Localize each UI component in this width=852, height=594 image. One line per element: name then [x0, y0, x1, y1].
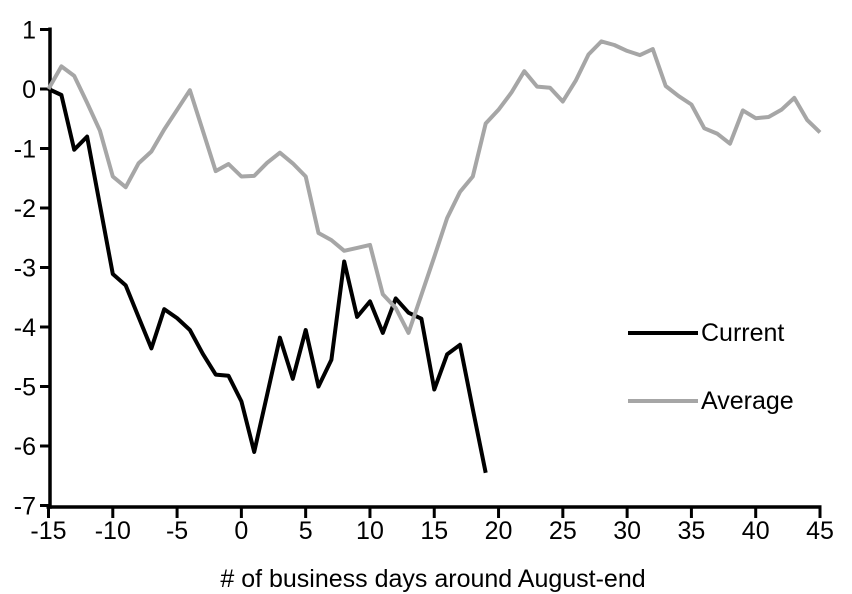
- legend-label-current: Current: [701, 318, 785, 347]
- x-axis-tick-label: 45: [806, 517, 834, 545]
- series-line-current: [47, 87, 488, 474]
- ticks-group: [40, 28, 822, 518]
- x-axis-tick-label: 10: [356, 517, 384, 545]
- y-axis-tick-label: -5: [14, 374, 36, 402]
- y-axis-tick-label: -2: [14, 195, 36, 223]
- x-axis-title: # of business days around August-end: [220, 565, 646, 593]
- legend-swatch-current: [628, 331, 698, 335]
- x-axis-tick-label: -10: [95, 517, 131, 545]
- x-axis-tick-label: 30: [613, 517, 641, 545]
- y-axis-tick-label: -6: [14, 433, 36, 461]
- x-axis-tick-label: -5: [166, 517, 188, 545]
- x-axis-tick-label: -15: [30, 517, 66, 545]
- legend-item-current: Current: [628, 316, 794, 350]
- y-axis-tick-label: 1: [22, 17, 36, 45]
- legend-item-average: Average: [628, 384, 794, 418]
- legend-swatch-average: [628, 399, 698, 403]
- tick-labels-group: 10-1-2-3-4-5-6-7-15 -10 -5 0 5 10 15 20 25 30 35 40…: [14, 17, 834, 546]
- y-axis-tick-label: -3: [14, 255, 36, 283]
- x-axis-tick-label: 15: [420, 517, 448, 545]
- y-axis-tick-label: -7: [14, 493, 36, 521]
- x-axis-tick-label: 20: [485, 517, 513, 545]
- y-axis-tick-label: -1: [14, 136, 36, 164]
- legend-label-average: Average: [701, 386, 794, 415]
- y-axis-tick-label: -4: [14, 314, 36, 342]
- legend: Current Average: [628, 316, 794, 452]
- series-group: [46, 39, 822, 474]
- x-axis-tick-label: 25: [549, 517, 577, 545]
- x-axis-tick-label: 40: [742, 517, 770, 545]
- x-axis-tick-label: 5: [299, 517, 313, 545]
- y-axis-tick-label: 0: [22, 76, 36, 104]
- x-axis-tick-label: 0: [234, 517, 248, 545]
- x-axis-tick-label: 35: [678, 517, 706, 545]
- series-line-average: [46, 39, 822, 335]
